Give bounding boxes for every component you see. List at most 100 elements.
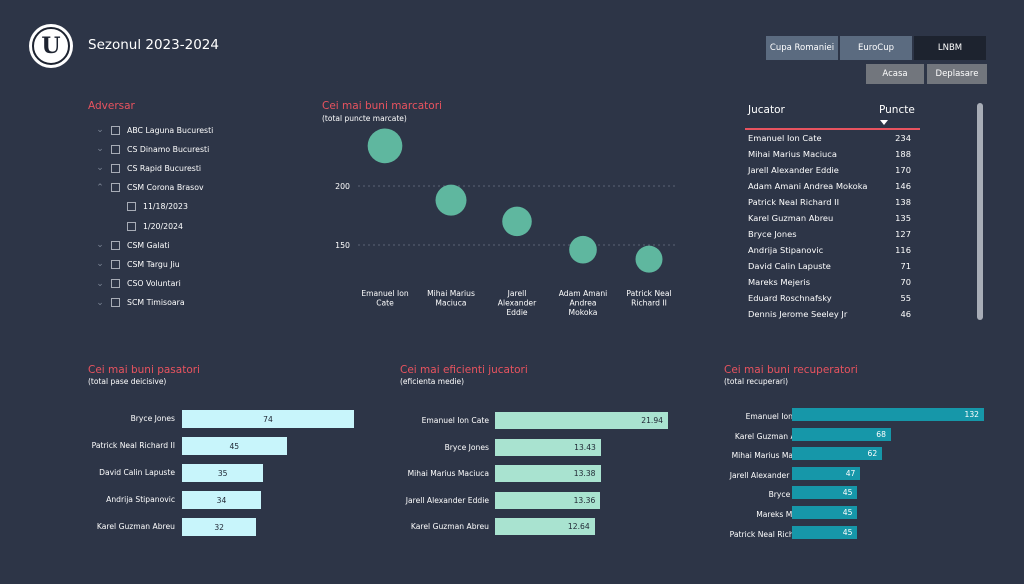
bar-label-patrick-neal-richard-ii: Patrick Neal Richard II	[91, 441, 175, 450]
bar-value-label: 45	[842, 527, 853, 537]
col-header-player[interactable]: Jucator	[748, 104, 785, 116]
player-name: Eduard Roschnafsky	[748, 293, 832, 303]
slicer-item-cs-rapid-bucuresti[interactable]: ⌄ CS Rapid Bucuresti	[94, 160, 201, 176]
bar-mareks-mejeris[interactable]: 45	[792, 506, 858, 519]
sort-desc-icon[interactable]	[879, 119, 889, 127]
x-tick-label: Patrick Neal Richard II	[626, 289, 671, 308]
col-header-points[interactable]: Puncte	[879, 104, 915, 116]
bar-patrick-neal-richard-ii[interactable]: 45	[792, 525, 858, 539]
checkbox[interactable]	[111, 279, 120, 289]
bar-value-label: 13.38	[573, 469, 596, 478]
slicer-item-cso-voluntari[interactable]: ⌄ CSO Voluntari	[94, 276, 181, 292]
bar-david-calin-lapuste[interactable]: 35	[182, 464, 264, 482]
table-row[interactable]: David Calin Lapuste 71	[745, 258, 917, 274]
bar-mihai-marius-maciuca[interactable]: 62	[792, 447, 883, 461]
player-name: Mareks Mejeris	[748, 277, 811, 287]
bar-emanuel-ion-cate[interactable]: 132	[792, 408, 984, 421]
bar-karel-guzman-abreu[interactable]: 32	[182, 518, 257, 536]
player-points: 71	[900, 261, 911, 271]
slicer-item-scm-timisoara[interactable]: ⌄ SCM Timisoara	[94, 295, 185, 311]
bar-label-bryce-jones: Bryce Jones	[768, 490, 813, 500]
checkbox[interactable]	[127, 202, 136, 212]
bar-patrick-neal-richard-ii[interactable]: 45	[182, 437, 287, 455]
table-row[interactable]: Eduard Roschnafsky 55	[745, 290, 917, 306]
passers-chart-subtitle: (total pase deicisive)	[88, 377, 167, 386]
venue-button-deplasare[interactable]: Deplasare	[927, 64, 987, 84]
competition-button-cupa-romaniei[interactable]: Cupa Romaniei	[766, 36, 838, 60]
bar-mihai-marius-maciuca[interactable]: 13.38	[495, 465, 601, 482]
bar-jarell-alexander-eddie[interactable]: 47	[792, 466, 861, 480]
chevron-down-icon[interactable]: ⌄	[96, 144, 104, 155]
table-row[interactable]: Dennis Jerome Seeley Jr 46	[745, 306, 917, 322]
chevron-up-icon[interactable]: ⌃	[96, 182, 104, 193]
slicer-item-label: SCM Timisoara	[127, 298, 185, 308]
bar-andrija-stipanovic[interactable]: 34	[182, 491, 262, 509]
bar-label-mareks-mejeris: Mareks Mejeris	[756, 510, 813, 519]
table-row[interactable]: Adam Amani Andrea Mokoka 146	[745, 178, 917, 194]
bubble-jarell-alexander-eddie[interactable]	[502, 206, 532, 237]
chevron-down-icon[interactable]: ⌄	[96, 125, 104, 135]
chevron-down-icon[interactable]: ⌄	[96, 278, 104, 289]
slicer-item-label: CSM Targu Jiu	[127, 259, 180, 269]
bar-value-label: 62	[867, 449, 878, 459]
venue-button-acasa[interactable]: Acasa	[866, 64, 924, 84]
bar-jarell-alexander-eddie[interactable]: 13.36	[495, 491, 601, 509]
bar-label-jarell-alexander-eddie: Jarell Alexander Eddie	[405, 495, 489, 505]
checkbox[interactable]	[111, 183, 120, 193]
slicer-item-csm-corona-brasov[interactable]: ⌃ CSM Corona Brasov	[94, 180, 203, 196]
checkbox[interactable]	[111, 163, 120, 173]
chevron-down-icon[interactable]: ⌄	[96, 297, 104, 308]
bar-label-bryce-jones: Bryce Jones	[130, 414, 175, 423]
player-name: Karel Guzman Abreu	[748, 213, 834, 223]
bubble-adam-amani-andrea-mokoka[interactable]	[569, 235, 597, 264]
table-row[interactable]: Emanuel Ion Cate 234	[745, 130, 917, 146]
bar-value-label: 74	[263, 414, 273, 424]
slicer-item-11-18-2023[interactable]: 11/18/2023	[127, 199, 188, 215]
table-row[interactable]: Mihai Marius Maciuca 188	[745, 146, 917, 162]
checkbox[interactable]	[111, 144, 120, 154]
checkbox[interactable]	[111, 125, 120, 135]
chevron-down-icon[interactable]: ⌄	[96, 240, 104, 251]
player-name: Andrija Stipanovic	[748, 245, 824, 255]
passers-chart-title: Cei mai buni pasatori	[88, 364, 200, 376]
checkbox[interactable]	[127, 221, 136, 231]
bar-karel-guzman-abreu[interactable]: 68	[792, 427, 891, 441]
table-row[interactable]: Patrick Neal Richard II 138	[745, 194, 917, 210]
bar-emanuel-ion-cate[interactable]: 21.94	[495, 412, 668, 429]
competition-button-lnbm[interactable]: LNBM	[914, 36, 986, 60]
slicer-item-csm-galati[interactable]: ⌄ CSM Galati	[94, 237, 169, 253]
bar-karel-guzman-abreu[interactable]: 12.64	[495, 518, 595, 535]
table-row[interactable]: Karel Guzman Abreu 135	[745, 210, 917, 226]
bar-bryce-jones[interactable]: 13.43	[495, 438, 601, 456]
bar-value-label: 47	[845, 468, 856, 478]
bubble-mihai-marius-maciuca[interactable]	[435, 184, 467, 216]
competition-button-eurocup[interactable]: EuroCup	[840, 36, 912, 60]
player-name: Adam Amani Andrea Mokoka	[748, 181, 868, 191]
bar-bryce-jones[interactable]: 74	[182, 410, 354, 428]
player-name: David Calin Lapuste	[748, 261, 831, 271]
x-tick-label: Adam Amani Andrea Mokoka	[559, 289, 608, 317]
chevron-down-icon[interactable]: ⌄	[96, 163, 104, 174]
slicer-item-csm-targu-jiu[interactable]: ⌄ CSM Targu Jiu	[94, 256, 180, 272]
slicer-item-abc-laguna-bucuresti[interactable]: ⌄ ABC Laguna Bucuresti	[94, 122, 213, 138]
bubble-patrick-neal-richard-ii[interactable]	[635, 245, 663, 273]
slicer-item-label: CS Rapid Bucuresti	[127, 163, 202, 173]
table-scrollbar-thumb[interactable]	[977, 103, 983, 320]
slicer-item-1-20-2024[interactable]: 1/20/2024	[127, 218, 183, 234]
bar-value-label: 68	[876, 429, 886, 439]
player-points: 116	[895, 245, 911, 255]
bubble-emanuel-ion-cate[interactable]	[367, 128, 403, 164]
chevron-down-icon[interactable]: ⌄	[96, 259, 104, 270]
table-row[interactable]: Jarell Alexander Eddie 170	[745, 162, 917, 178]
slicer-item-label: CSO Voluntari	[127, 279, 181, 289]
table-row[interactable]: Andrija Stipanovic 116	[745, 242, 917, 258]
slicer-item-label: 1/20/2024	[143, 221, 183, 231]
slicer-item-cs-dinamo-bucuresti[interactable]: ⌄ CS Dinamo Bucuresti	[94, 141, 209, 157]
player-name: Emanuel Ion Cate	[748, 133, 822, 143]
table-row[interactable]: Mareks Mejeris 70	[745, 274, 917, 290]
checkbox[interactable]	[111, 298, 120, 308]
checkbox[interactable]	[111, 259, 120, 269]
bar-bryce-jones[interactable]: 45	[792, 486, 858, 500]
table-row[interactable]: Bryce Jones 127	[745, 226, 917, 242]
checkbox[interactable]	[111, 240, 120, 250]
